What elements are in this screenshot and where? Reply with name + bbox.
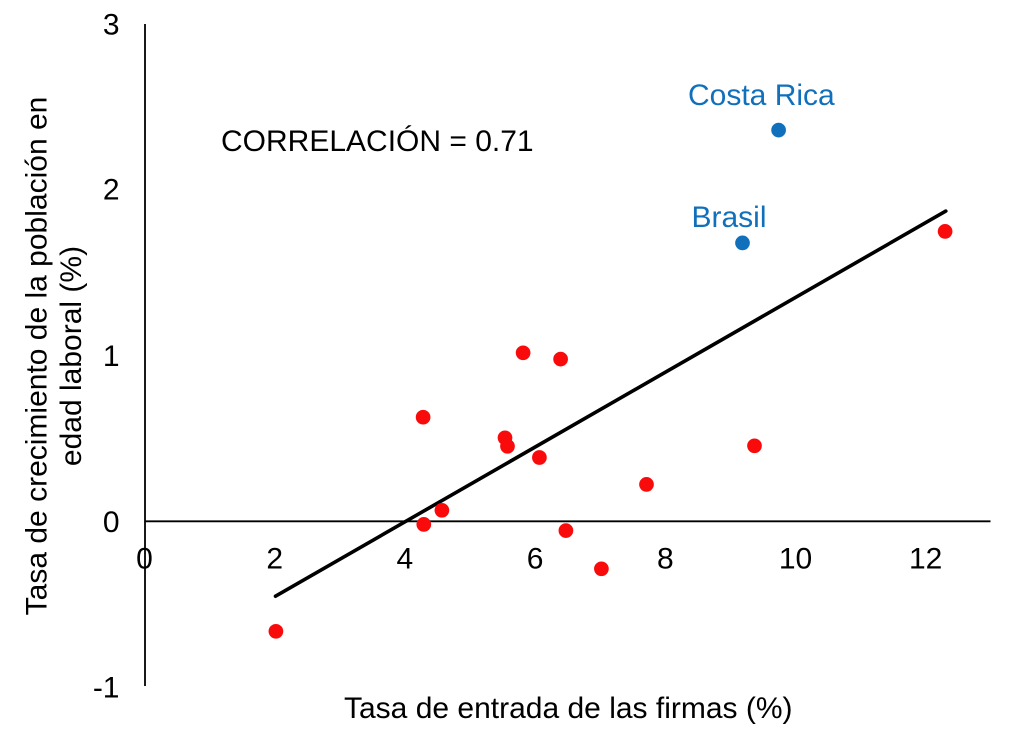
svg-text:Brasil: Brasil	[692, 201, 767, 234]
svg-text:1: 1	[103, 340, 120, 373]
svg-text:12: 12	[909, 543, 942, 576]
svg-text:Costa Rica: Costa Rica	[688, 79, 835, 112]
svg-text:2: 2	[266, 543, 283, 576]
svg-text:Tasa de crecimiento de la pobl: Tasa de crecimiento de la población en	[21, 97, 54, 616]
svg-text:-1: -1	[93, 672, 120, 705]
svg-text:10: 10	[779, 543, 812, 576]
svg-text:edad laboral (%): edad laboral (%)	[55, 246, 88, 466]
svg-text:4: 4	[397, 543, 414, 576]
svg-text:Tasa de entrada de las firmas: Tasa de entrada de las firmas (%)	[344, 692, 793, 725]
svg-text:3: 3	[103, 9, 120, 42]
svg-text:2: 2	[103, 174, 120, 207]
svg-text:6: 6	[527, 543, 544, 576]
svg-text:0: 0	[136, 543, 153, 576]
svg-text:CORRELACIÓN = 0.71: CORRELACIÓN = 0.71	[221, 125, 534, 158]
svg-text:8: 8	[657, 543, 674, 576]
svg-text:0: 0	[103, 506, 120, 539]
